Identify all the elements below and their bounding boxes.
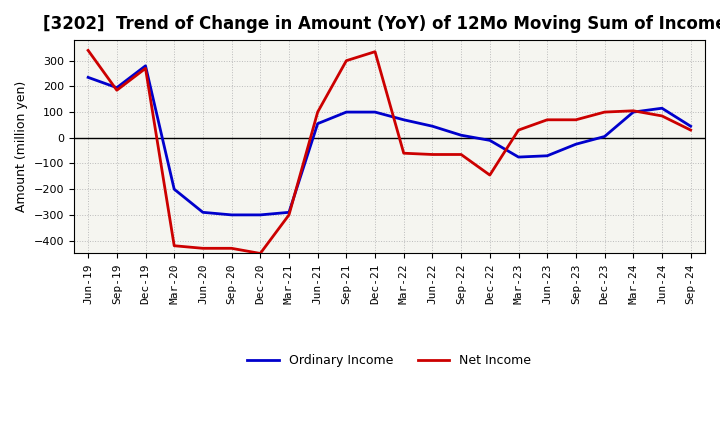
Net Income [199,246,207,251]
Net Income [485,172,494,178]
Net Income [170,243,179,249]
Ordinary Income [686,124,695,129]
Ordinary Income [199,210,207,215]
Ordinary Income [543,153,552,158]
Ordinary Income [170,187,179,192]
Ordinary Income [572,142,580,147]
Ordinary Income [629,110,638,115]
Ordinary Income [485,138,494,143]
Net Income [371,49,379,54]
Net Income [256,251,264,256]
Net Income [514,128,523,133]
Line: Net Income: Net Income [88,51,690,253]
Ordinary Income [228,212,236,217]
Line: Ordinary Income: Ordinary Income [88,66,690,215]
Ordinary Income [428,124,437,129]
Ordinary Income [456,132,465,138]
Net Income [686,128,695,133]
Title: [3202]  Trend of Change in Amount (YoY) of 12Mo Moving Sum of Incomes: [3202] Trend of Change in Amount (YoY) o… [42,15,720,33]
Ordinary Income [256,212,264,217]
Net Income [572,117,580,122]
Legend: Ordinary Income, Net Income: Ordinary Income, Net Income [243,349,536,372]
Y-axis label: Amount (million yen): Amount (million yen) [15,81,28,213]
Ordinary Income [514,154,523,160]
Net Income [543,117,552,122]
Net Income [84,48,92,53]
Net Income [657,113,666,118]
Ordinary Income [84,75,92,80]
Net Income [313,110,322,115]
Ordinary Income [284,210,293,215]
Ordinary Income [342,110,351,115]
Ordinary Income [371,110,379,115]
Net Income [342,58,351,63]
Net Income [284,212,293,217]
Net Income [400,150,408,156]
Ordinary Income [112,85,121,90]
Net Income [428,152,437,157]
Net Income [228,246,236,251]
Net Income [112,88,121,93]
Ordinary Income [657,106,666,111]
Ordinary Income [141,63,150,69]
Net Income [629,108,638,114]
Ordinary Income [400,117,408,122]
Net Income [456,152,465,157]
Net Income [141,66,150,71]
Ordinary Income [313,121,322,126]
Ordinary Income [600,134,609,139]
Net Income [600,110,609,115]
